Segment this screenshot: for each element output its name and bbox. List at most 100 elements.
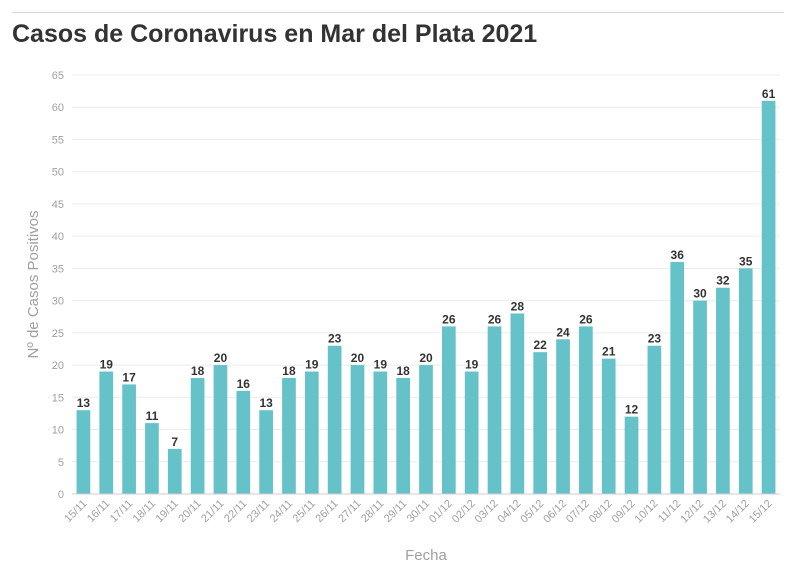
y-tick-label: 50 — [52, 167, 64, 179]
bar-value-label: 19 — [465, 358, 479, 372]
y-tick-label: 10 — [52, 425, 64, 437]
bar — [304, 371, 319, 494]
bar-value-label: 20 — [419, 351, 433, 365]
bar-value-label: 11 — [146, 409, 159, 423]
bar — [624, 416, 639, 494]
x-tick-label: 22/11 — [222, 498, 249, 525]
bar-value-label: 61 — [762, 87, 776, 101]
bar-value-label: 20 — [351, 351, 365, 365]
bar — [487, 326, 502, 494]
x-tick-label: 11/12 — [656, 498, 683, 525]
bar — [282, 377, 296, 494]
bar — [579, 326, 593, 494]
bar-value-label: 20 — [214, 351, 228, 365]
x-tick-label: 25/11 — [291, 498, 318, 525]
x-tick-label: 15/11 — [62, 498, 89, 525]
bar-value-label: 36 — [671, 248, 685, 262]
bar — [396, 377, 411, 494]
bar — [716, 287, 730, 494]
bar — [738, 268, 753, 494]
bar — [76, 410, 91, 494]
x-tick-label: 06/12 — [541, 498, 569, 526]
bar — [99, 371, 114, 494]
y-tick-label: 25 — [52, 328, 64, 340]
y-tick-label: 55 — [52, 134, 64, 146]
bar-value-label: 19 — [305, 358, 319, 372]
bar-value-label: 24 — [556, 325, 570, 339]
bar-value-label: 18 — [282, 364, 296, 378]
bar-value-label: 26 — [579, 312, 593, 326]
y-tick-label: 20 — [52, 360, 64, 372]
bar-value-label: 17 — [122, 370, 136, 384]
y-axis-title: Nº de Casos Positivos — [25, 210, 42, 358]
bar-value-label: 26 — [442, 312, 456, 326]
x-tick-label: 02/12 — [450, 498, 478, 526]
bar-value-label: 32 — [716, 274, 730, 288]
bar-value-label: 18 — [191, 364, 205, 378]
bar-labels: 13 19 17 11 7 18 20 16 13 18 19 23 20 19 18 20 26 19 26 28 2… — [77, 87, 776, 449]
x-tick-label: 18/11 — [131, 498, 158, 525]
chart-title: Casos de Coronavirus en Mar del Plata 20… — [12, 20, 538, 48]
bar — [190, 377, 205, 494]
gridlines — [72, 74, 780, 463]
bar — [122, 384, 136, 494]
x-tick-label: 15/12 — [747, 498, 775, 526]
bar-value-label: 18 — [396, 364, 410, 378]
y-tick-label: 15 — [52, 392, 64, 404]
y-tick-label: 45 — [52, 199, 64, 211]
bar — [601, 358, 616, 494]
x-tick-label: 05/12 — [518, 498, 546, 526]
bar — [373, 371, 388, 494]
bar-value-label: 28 — [511, 300, 525, 314]
bar — [213, 365, 228, 494]
bar — [419, 365, 433, 494]
x-tick-label: 14/12 — [724, 498, 752, 526]
x-tick-label: 29/11 — [382, 498, 409, 525]
bar-value-label: 26 — [488, 312, 502, 326]
y-tick-label: 0 — [58, 489, 64, 501]
bar — [556, 339, 570, 494]
bar — [693, 300, 707, 494]
bar-value-label: 21 — [602, 345, 616, 359]
bar — [670, 261, 685, 494]
top-divider — [12, 12, 784, 13]
x-tick-label: 19/11 — [154, 498, 181, 525]
bar — [647, 345, 662, 494]
x-axis-ticks: 15/1116/1117/1118/1119/1120/1121/1122/11… — [62, 498, 775, 526]
x-axis-title: Fecha — [405, 547, 447, 564]
bars — [76, 100, 776, 495]
y-tick-label: 30 — [52, 296, 64, 308]
bar-value-label: 35 — [739, 254, 753, 268]
bar-value-label: 30 — [693, 287, 707, 301]
y-tick-label: 40 — [52, 231, 64, 243]
bar — [167, 448, 182, 494]
bar — [327, 345, 342, 494]
x-tick-label: 20/11 — [176, 498, 203, 525]
y-tick-label: 60 — [52, 102, 64, 114]
bar — [510, 313, 525, 494]
y-tick-label: 5 — [58, 457, 64, 469]
x-tick-label: 13/12 — [701, 498, 729, 526]
x-tick-label: 04/12 — [496, 498, 524, 526]
bar — [236, 390, 251, 494]
x-tick-label: 01/12 — [427, 498, 455, 526]
y-tick-label: 65 — [52, 70, 64, 82]
bar-value-label: 23 — [328, 332, 342, 346]
bar-value-label: 19 — [374, 358, 388, 372]
bar-value-label: 22 — [534, 338, 548, 352]
x-tick-label: 26/11 — [313, 498, 340, 525]
x-tick-label: 07/12 — [564, 498, 592, 526]
bar — [533, 352, 548, 494]
x-tick-label: 08/12 — [587, 498, 615, 526]
x-tick-label: 09/12 — [610, 498, 638, 526]
bar-value-label: 13 — [259, 396, 273, 410]
bar-value-label: 7 — [171, 435, 178, 449]
x-tick-label: 23/11 — [245, 498, 272, 525]
x-tick-label: 30/11 — [405, 498, 432, 525]
bar-value-label: 12 — [625, 403, 639, 417]
x-tick-label: 27/11 — [336, 498, 363, 525]
bar-value-label: 23 — [648, 332, 662, 346]
x-tick-label: 10/12 — [633, 498, 661, 526]
bar — [441, 326, 456, 494]
